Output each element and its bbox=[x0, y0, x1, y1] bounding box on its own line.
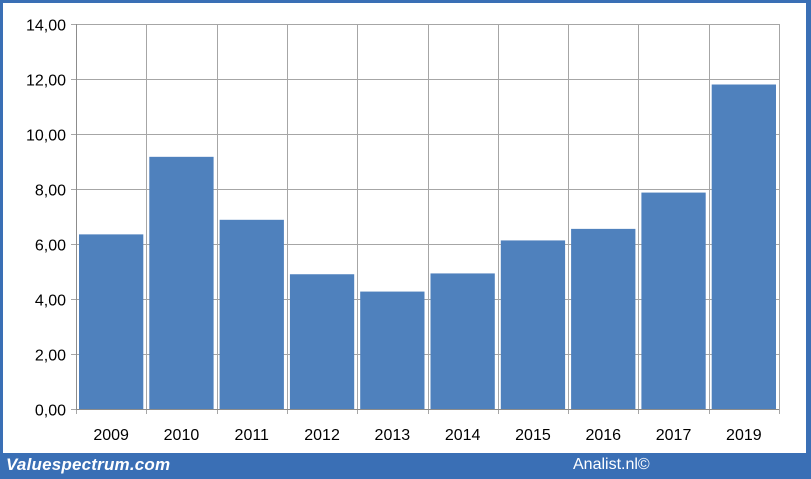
bar-2011 bbox=[219, 219, 284, 409]
bar-2012 bbox=[289, 274, 355, 409]
x-tick-label: 2019 bbox=[726, 427, 762, 444]
footer-copyright-label: Analist.nl© bbox=[573, 456, 650, 473]
bar-2019 bbox=[711, 84, 776, 409]
bars bbox=[79, 84, 776, 409]
y-tick-label: 14,00 bbox=[26, 18, 66, 35]
x-tick-label: 2017 bbox=[656, 427, 692, 444]
y-tick-label: 2,00 bbox=[35, 348, 66, 365]
y-tick-label: 6,00 bbox=[35, 238, 66, 255]
x-tick-label: 2015 bbox=[515, 427, 551, 444]
x-tick-label: 2009 bbox=[93, 427, 129, 444]
bar-2010 bbox=[149, 156, 214, 409]
axes bbox=[76, 24, 779, 410]
x-tick-label: 2016 bbox=[585, 427, 621, 444]
x-tick-label: 2011 bbox=[235, 427, 270, 444]
x-tick-label: 2012 bbox=[304, 427, 340, 444]
y-tick-label: 10,00 bbox=[26, 128, 66, 145]
bar-2017 bbox=[641, 192, 706, 409]
bar-2013 bbox=[360, 291, 425, 409]
bar-2016 bbox=[571, 228, 636, 409]
tick-labels: 0,00 2,00 4,00 6,00 8,00 10,00 12,00 14,00 2009 2… bbox=[26, 18, 762, 445]
x-tick-label: 2014 bbox=[445, 427, 481, 444]
y-tick-label: 4,00 bbox=[35, 293, 66, 310]
x-tick-label: 2010 bbox=[164, 427, 200, 444]
y-tick-label: 0,00 bbox=[35, 403, 66, 420]
bar-2009 bbox=[79, 234, 144, 409]
y-tick-label: 12,00 bbox=[26, 73, 66, 90]
x-tick-label: 2013 bbox=[375, 427, 411, 444]
bar-2014 bbox=[430, 273, 495, 409]
bar-2015 bbox=[500, 240, 566, 409]
y-tick-label: 8,00 bbox=[35, 183, 66, 200]
footer-site-label: Valuespectrum.com bbox=[6, 455, 171, 474]
